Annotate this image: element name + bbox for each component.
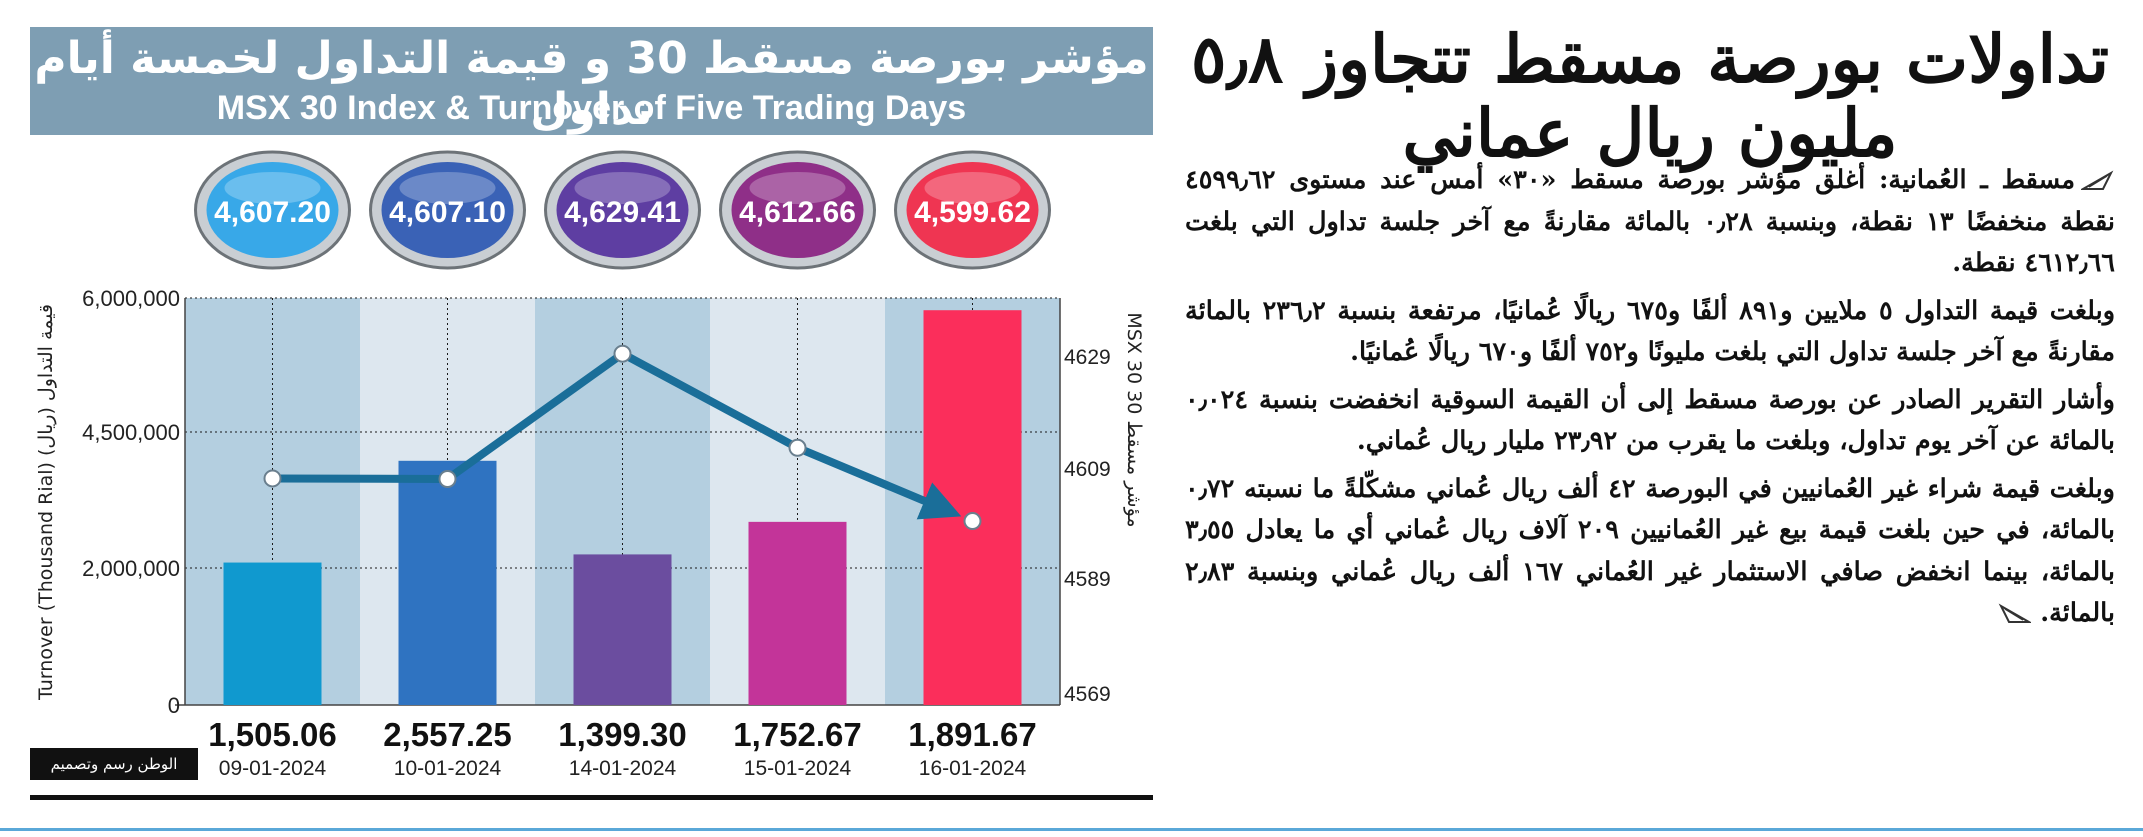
- bubble-fill: [206, 162, 339, 258]
- index-point: [788, 438, 807, 457]
- x-tick-label: 16-01-2024: [919, 757, 1027, 780]
- bar-value-label: 1,891.67: [908, 716, 1036, 753]
- bubble-value: 4,607.10: [389, 196, 506, 229]
- y-axis-title-right: MSX 30 مؤشر مسقط 30: [1123, 312, 1145, 527]
- index-point: [613, 344, 632, 363]
- y-tick-label-left: 4,500,000: [82, 420, 180, 445]
- bar-value-label: 2,557.25: [383, 716, 511, 753]
- bubble-shine: [224, 172, 321, 204]
- y-tick-label-right: 4609: [1064, 458, 1111, 481]
- design-credit: الوطن رسم وتصميم: [30, 748, 198, 780]
- turnover-bar: [223, 562, 322, 705]
- bubble-fill: [731, 162, 864, 258]
- chart-title-banner: مؤشر بورصة مسقط 30 و قيمة التداول لخمسة …: [30, 27, 1153, 135]
- index-bubble: 4,629.41: [544, 150, 701, 270]
- article-headline: تداولات بورصة مسقط تتجاوز ٥٫٨ مليون ريال…: [1190, 20, 2110, 172]
- bubble-value: 4,607.20: [214, 196, 331, 229]
- y-tick-label-right: 4629: [1064, 346, 1111, 369]
- y-tick-label-right: 4589: [1064, 568, 1111, 591]
- chart-title-english: MSX 30 Index & Turnover of Five Trading …: [216, 89, 967, 127]
- index-bubble: 4,612.66: [719, 150, 876, 270]
- x-tick-label: 14-01-2024: [569, 757, 677, 780]
- article-paragraph: وأشار التقرير الصادر عن بورصة مسقط إلى أ…: [1185, 380, 2115, 463]
- article-paragraph: وبلغت قيمة التداول ٥ ملايين و٨٩١ ألفًا و…: [1185, 291, 2115, 374]
- bubble-value: 4,612.66: [739, 196, 856, 229]
- bubble-value: 4,599.62: [914, 196, 1031, 229]
- news-article: تداولات بورصة مسقط تتجاوز ٥٫٨ مليون ريال…: [1185, 0, 2115, 820]
- y-tick-label-left: 2,000,000: [82, 556, 180, 581]
- bubble-fill: [381, 162, 514, 258]
- turnover-bar: [573, 554, 672, 705]
- bottom-separator: [0, 828, 2143, 831]
- index-bubble: 4,607.20: [194, 150, 351, 270]
- bottom-rule: [30, 795, 1153, 800]
- bubble-shine: [574, 172, 671, 204]
- pen-nib-end-icon: [1998, 603, 2032, 623]
- article-body: مسقط ـ العُمانية: أغلق مؤشر بورصة مسقط «…: [1185, 160, 2115, 641]
- index-point: [263, 469, 282, 488]
- turnover-bar: [398, 460, 497, 705]
- turnover-bar: [748, 521, 847, 705]
- paragraph-text: مسقط ـ العُمانية: أغلق مؤشر بورصة مسقط «…: [1185, 165, 2115, 278]
- bar-value-label: 1,399.30: [558, 716, 686, 753]
- index-bubble: 4,599.62: [894, 150, 1051, 270]
- bar-value-label: 1,505.06: [208, 716, 336, 753]
- index-point: [438, 470, 457, 489]
- index-bubble: 4,607.10: [369, 150, 526, 270]
- article-paragraph: مسقط ـ العُمانية: أغلق مؤشر بورصة مسقط «…: [1185, 160, 2115, 285]
- paragraph-text: وبلغت قيمة شراء غير العُمانيين في البورص…: [1185, 473, 2115, 629]
- x-tick-label: 15-01-2024: [744, 757, 852, 780]
- bubble-shine: [749, 172, 846, 204]
- y-tick-label-left: 6,000,000: [82, 286, 180, 311]
- chart-infographic: مؤشر بورصة مسقط 30 و قيمة التداول لخمسة …: [30, 27, 1153, 800]
- chart-plot: 6,000,000 4,500,000 2,000,000 0 4629 4609 4589…: [35, 150, 1145, 780]
- y-axis-title-left: Turnover (Thousand Rial) قيمة التداول (ر…: [35, 304, 57, 701]
- bubble-fill: [906, 162, 1039, 258]
- article-paragraph: وبلغت قيمة شراء غير العُمانيين في البورص…: [1185, 469, 2115, 635]
- chart-title-arabic: مؤشر بورصة مسقط 30 و قيمة التداول لخمسة …: [34, 33, 1149, 135]
- bubble-value: 4,629.41: [564, 196, 681, 229]
- x-tick-label: 09-01-2024: [219, 757, 327, 780]
- paragraph-text: وأشار التقرير الصادر عن بورصة مسقط إلى أ…: [1185, 384, 2115, 457]
- y-tick-label-right: 4569: [1064, 683, 1111, 706]
- bubble-shine: [924, 172, 1021, 204]
- paragraph-text: وبلغت قيمة التداول ٥ ملايين و٨٩١ ألفًا و…: [1185, 295, 2116, 368]
- x-tick-label: 10-01-2024: [394, 757, 502, 780]
- bar-value-label: 1,752.67: [733, 716, 861, 753]
- bubble-shine: [399, 172, 496, 204]
- bubble-fill: [556, 162, 689, 258]
- pen-nib-icon: [2081, 170, 2114, 190]
- index-point: [963, 512, 982, 531]
- y-tick-label-left: 0: [168, 693, 180, 718]
